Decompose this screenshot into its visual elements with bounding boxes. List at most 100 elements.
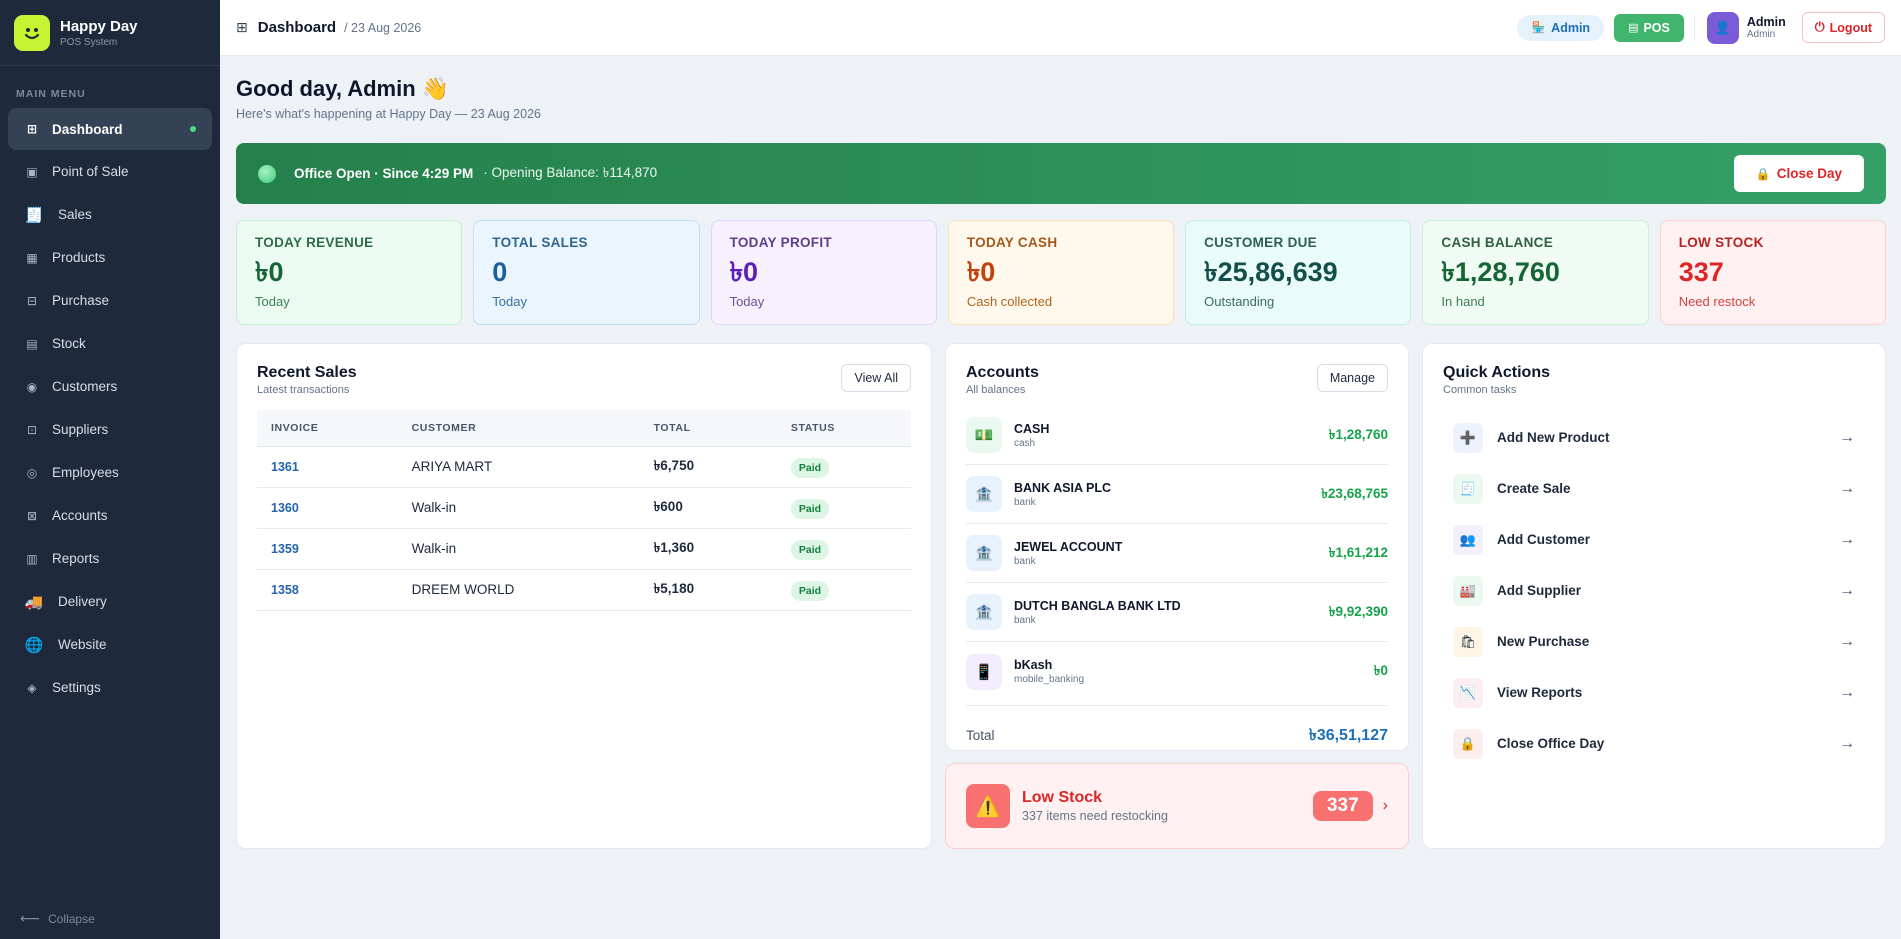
- user-name: Admin: [1746, 15, 1786, 29]
- sidebar-item-settings[interactable]: ◈ Settings: [8, 666, 212, 709]
- stat-subtext: Today: [492, 294, 527, 309]
- grid-icon: ⊞: [236, 19, 248, 35]
- sidebar-item-label: Delivery: [58, 594, 107, 609]
- stat-card-today-cash: TODAY CASH ৳0 Cash collected: [947, 220, 1175, 325]
- sidebar-item-reports[interactable]: ▥ Reports: [8, 537, 212, 580]
- sidebar-item-website[interactable]: 🌐 Website: [8, 623, 212, 666]
- invoice-link[interactable]: 1359: [257, 528, 398, 570]
- sidebar: Happy Day POS System MAIN MENU ⊞ Dashboar…: [0, 0, 220, 939]
- stat-subtext: Today: [255, 294, 290, 309]
- quick-action-add-customer[interactable]: 👥 Add Customer →: [1443, 514, 1865, 565]
- sidebar-item-label: Customers: [52, 379, 118, 394]
- customer-cell: Walk-in: [397, 528, 640, 570]
- admin-pill-button[interactable]: 🏪 Admin: [1517, 14, 1605, 41]
- quick-action-create-sale[interactable]: 🧾 Create Sale →: [1443, 463, 1865, 514]
- user-menu[interactable]: 👤 Admin Admin: [1706, 11, 1786, 44]
- brand[interactable]: Happy Day POS System: [0, 0, 220, 66]
- accounts-list: 💵 CASH cash ৳1,28,760 🏦 BANK ASIA PLC bank ৳23,…: [966, 406, 1388, 701]
- view-all-button[interactable]: View All: [841, 364, 911, 392]
- stat-subtext: Today: [729, 294, 765, 309]
- quick-action-new-purchase[interactable]: 🛍 New Purchase →: [1443, 616, 1865, 667]
- table-row[interactable]: 1361 ARIYA MART ৳6,750 Paid: [257, 446, 911, 488]
- sidebar-item-products[interactable]: ▦ Products: [8, 236, 212, 279]
- quick-action-add-supplier[interactable]: 🏭 Add Supplier →: [1443, 565, 1865, 616]
- stat-subtext: In hand: [1441, 294, 1485, 309]
- table-icon: ▦: [26, 250, 38, 265]
- stat-label: TODAY CASH: [966, 235, 1058, 250]
- lock-icon: 🔒: [1755, 166, 1771, 181]
- customers-icon: ◉: [26, 379, 38, 394]
- low-stock-subtitle: 337 items need restocking: [1022, 809, 1168, 823]
- arrow-right-icon: →: [1839, 632, 1855, 650]
- sidebar-item-purchase[interactable]: ⊟ Purchase: [8, 279, 212, 322]
- greeting-title: Good day, Admin 👋: [236, 76, 450, 101]
- sidebar-item-employees[interactable]: ◎ Employees: [8, 451, 212, 494]
- truck-icon: 🚚: [24, 593, 44, 611]
- pos-button[interactable]: ▤ POS: [1614, 13, 1684, 42]
- sidebar-item-customers[interactable]: ◉ Customers: [8, 365, 212, 408]
- table-row[interactable]: 1358 DREEM WORLD ৳5,180 Paid: [257, 569, 911, 611]
- sidebar-item-label: Products: [52, 250, 106, 265]
- invoice-link[interactable]: 1360: [257, 487, 398, 529]
- logout-label: Logout: [1829, 20, 1872, 35]
- stat-label: TODAY PROFIT: [729, 235, 832, 250]
- total-cell: ৳6,750: [639, 446, 777, 488]
- header-date: / 23 Aug 2026: [344, 20, 422, 35]
- account-balance: ৳0: [1373, 663, 1388, 678]
- account-item[interactable]: 📱 bKash mobile_banking ৳0: [966, 642, 1388, 701]
- column-header-total: TOTAL: [639, 410, 777, 447]
- low-stock-card[interactable]: ⚠️ Low Stock 337 items need restocking 3…: [945, 763, 1409, 849]
- quick-actions-title: Quick Actions: [1443, 364, 1550, 381]
- status-cell: Paid: [776, 446, 911, 488]
- pos-icon: ▣: [26, 164, 38, 179]
- account-item[interactable]: 🏦 DUTCH BANGLA BANK LTD bank ৳9,92,390: [966, 583, 1388, 642]
- lock-icon: 🔒: [1453, 728, 1483, 759]
- account-balance: ৳1,28,760: [1328, 426, 1388, 442]
- close-day-button[interactable]: 🔒 Close Day: [1733, 155, 1864, 192]
- brand-subtitle: POS System: [60, 36, 118, 48]
- invoice-link[interactable]: 1358: [257, 569, 398, 611]
- user-role: Admin: [1746, 29, 1776, 40]
- recent-sales-title: Recent Sales: [257, 364, 357, 381]
- sidebar-item-point-of-sale[interactable]: ▣ Point of Sale: [8, 150, 212, 193]
- invoice-link[interactable]: 1361: [257, 446, 398, 488]
- sidebar-item-suppliers[interactable]: ⊡ Suppliers: [8, 408, 212, 451]
- account-name: DUTCH BANGLA BANK LTD: [1014, 598, 1181, 613]
- quick-action-label: Add Customer: [1497, 532, 1591, 547]
- stat-label: TOTAL SALES: [492, 235, 588, 250]
- account-item[interactable]: 🏦 JEWEL ACCOUNT bank ৳1,61,212: [966, 524, 1388, 583]
- page-title: Dashboard: [257, 19, 337, 36]
- quick-action-view-reports[interactable]: 📉 View Reports →: [1443, 667, 1865, 718]
- low-stock-count-badge: 337: [1312, 791, 1373, 821]
- logout-button[interactable]: ⏻ Logout: [1801, 12, 1885, 43]
- menu-section-label: MAIN MENU: [16, 88, 86, 100]
- sidebar-item-stock[interactable]: ▤ Stock: [8, 322, 212, 365]
- sidebar-item-dashboard[interactable]: ⊞ Dashboard: [8, 108, 212, 150]
- sidebar-item-sales[interactable]: 🧾 Sales: [8, 193, 212, 236]
- account-text: JEWEL ACCOUNT bank: [1014, 540, 1122, 567]
- quick-action-add-new-product[interactable]: ➕ Add New Product →: [1443, 412, 1865, 463]
- sidebar-item-accounts[interactable]: ⊠ Accounts: [8, 494, 212, 537]
- status-cell: Paid: [776, 569, 911, 611]
- arrow-left-icon: ⟵: [20, 910, 41, 926]
- account-text: BANK ASIA PLC bank: [1014, 481, 1111, 508]
- suppliers-icon: ⊡: [26, 422, 38, 437]
- quick-action-label: Add Supplier: [1497, 583, 1581, 598]
- table-row[interactable]: 1360 Walk-in ৳600 Paid: [257, 487, 911, 529]
- stat-card-low-stock: LOW STOCK 337 Need restock: [1659, 220, 1886, 325]
- low-stock-title: Low Stock: [1022, 789, 1103, 806]
- collapse-button[interactable]: ⟵ Collapse: [20, 910, 95, 927]
- quick-action-close-office-day[interactable]: 🔒 Close Office Day →: [1443, 718, 1865, 769]
- account-item[interactable]: 💵 CASH cash ৳1,28,760: [966, 406, 1388, 465]
- account-item[interactable]: 🏦 BANK ASIA PLC bank ৳23,68,765: [966, 465, 1388, 524]
- recent-sales-table: INVOICE CUSTOMER TOTAL STATUS 1361 ARIYA …: [257, 410, 911, 611]
- table-row[interactable]: 1359 Walk-in ৳1,360 Paid: [257, 528, 911, 570]
- power-icon: ⏻: [1814, 20, 1825, 34]
- status-badge: Paid: [790, 540, 830, 560]
- manage-accounts-button[interactable]: Manage: [1316, 364, 1388, 392]
- plus-icon: ➕: [1453, 422, 1483, 453]
- stat-card-today-revenue: TODAY REVENUE ৳0 Today: [236, 220, 463, 325]
- sidebar-item-delivery[interactable]: 🚚 Delivery: [8, 580, 212, 623]
- sidebar-nav: ⊞ Dashboard ▣ Point of Sale 🧾 Sales ▦ Products ⊟…: [0, 108, 220, 709]
- status-badge: Paid: [790, 581, 830, 601]
